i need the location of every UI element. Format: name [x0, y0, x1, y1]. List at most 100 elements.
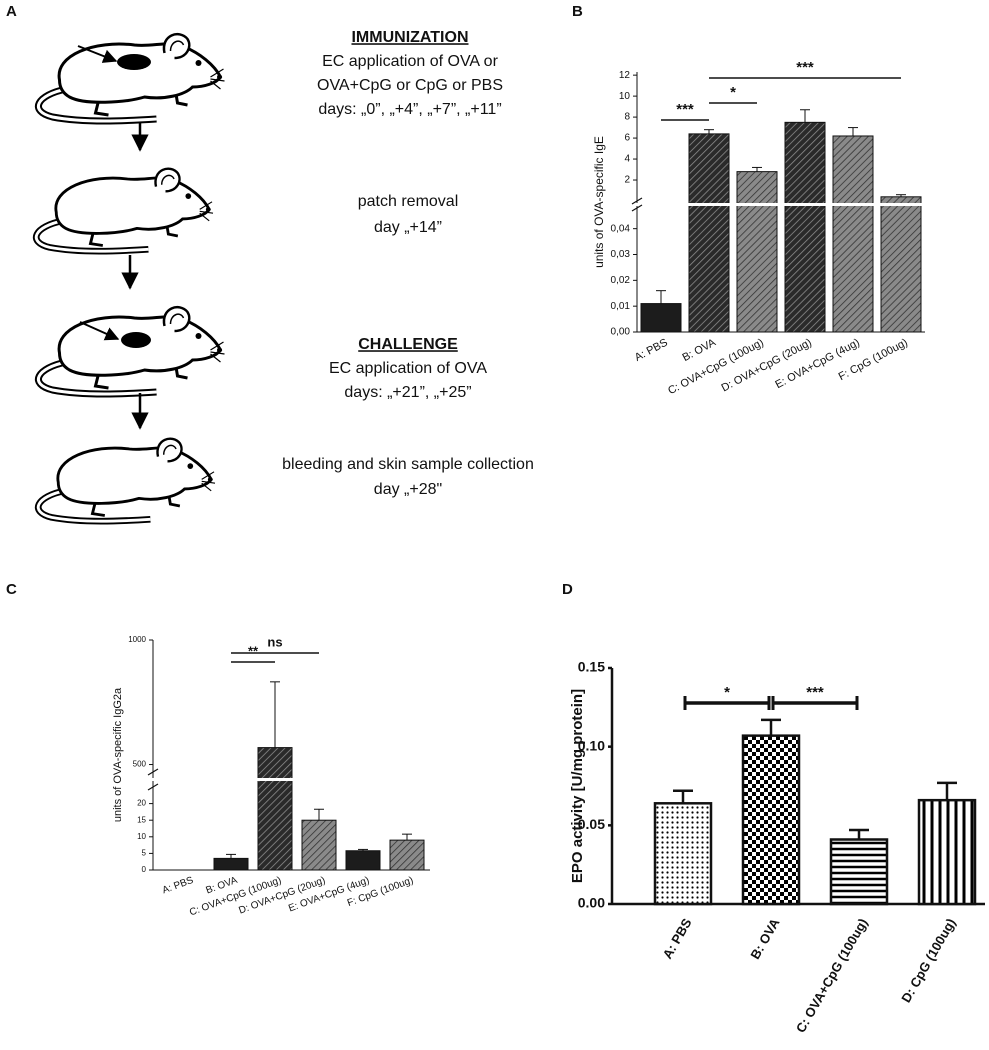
bar: [301, 819, 337, 871]
y-tick-label: 8: [624, 112, 630, 123]
x-tick-label: A: PBS: [161, 875, 195, 896]
step-line: patch removal: [358, 193, 459, 210]
panel-label: C: [6, 581, 17, 598]
significance-label: *: [724, 684, 730, 701]
bar: [688, 133, 730, 333]
error-bar: [848, 127, 858, 136]
step-line: days: „+21”, „+25”: [344, 384, 471, 401]
y-tick-label: 0.05: [578, 816, 605, 832]
x-tick-label: D: CpG (100ug): [898, 916, 958, 1005]
bar: [389, 839, 425, 871]
bar: [213, 857, 249, 871]
bar: [880, 196, 922, 333]
panel-label: A: [6, 3, 17, 20]
y-tick-label: 10: [137, 832, 146, 841]
x-tick-label: B: OVA: [747, 915, 783, 962]
bar: [257, 747, 293, 871]
error-bar: [849, 828, 869, 840]
x-tick-label: B: OVA: [680, 336, 718, 364]
step-line: day „+28": [374, 481, 442, 498]
bar: [784, 121, 826, 333]
bar: [736, 171, 778, 333]
application-spot: [117, 54, 151, 70]
significance-label: ***: [796, 59, 814, 76]
axis-break-mark: [631, 204, 643, 212]
y-axis-label: units of OVA-specific IgG2a: [112, 687, 124, 822]
bar: [345, 850, 381, 871]
mouse-illustration: [38, 307, 224, 394]
step-line: OVA+CpG or CpG or PBS: [317, 77, 503, 94]
y-tick-label: 0,02: [611, 275, 631, 286]
significance-label: ***: [806, 684, 824, 701]
step-line: EC application of OVA: [329, 360, 487, 377]
error-bar: [937, 781, 957, 801]
x-tick-label: C: OVA+CpG (100ug): [793, 916, 871, 1036]
y-tick-label: 12: [619, 70, 631, 81]
x-tick-label: E: OVA+CpG (4ug): [773, 337, 861, 392]
bar: [653, 802, 713, 906]
y-tick-label: 10: [619, 91, 631, 102]
axis-break: [147, 778, 430, 781]
bar: [917, 798, 977, 906]
axis-break-mark: [147, 783, 159, 791]
error-bar: [673, 789, 693, 804]
error-bar: [226, 853, 236, 859]
y-tick-label: 0.00: [578, 895, 605, 911]
mouse-illustration: [38, 439, 215, 521]
error-bar: [270, 681, 280, 748]
error-bar: [402, 833, 412, 841]
y-tick-label: 0: [142, 865, 147, 874]
significance-label: **: [248, 643, 259, 658]
y-tick-label: 0,03: [611, 249, 631, 260]
application-arrow: [79, 321, 120, 341]
panel-label: B: [572, 3, 583, 20]
y-axis-label: EPO activity [U/mg protein]: [569, 689, 586, 883]
error-bar: [752, 166, 762, 172]
significance-label: ***: [676, 101, 694, 118]
y-tick-label: 20: [137, 799, 146, 808]
step-line: days: „0”, „+4”, „+7”, „+11”: [318, 101, 501, 118]
y-tick-label: 6: [624, 133, 630, 144]
step-line: bleeding and skin sample collection: [282, 456, 534, 473]
step-line: EC application of OVA or: [322, 53, 498, 70]
mouse-illustration: [36, 169, 213, 251]
y-tick-label: 15: [137, 815, 146, 824]
step-line: day „+14”: [374, 219, 442, 236]
y-tick-label: 0.10: [578, 737, 605, 753]
bar: [832, 135, 874, 333]
x-tick-label: D: OVA+CpG (20ug): [720, 337, 814, 395]
error-bar: [800, 109, 810, 123]
y-tick-label: 4: [624, 154, 630, 165]
error-bar: [656, 290, 666, 304]
y-tick-label: 0,01: [611, 301, 631, 312]
x-tick-label: A: PBS: [660, 915, 695, 961]
x-tick-label: A: PBS: [633, 337, 670, 364]
y-tick-label: 0.15: [578, 659, 605, 675]
protocol-text: IMMUNIZATION EC application of OVA or OV…: [282, 29, 534, 498]
mouse-illustration: [38, 34, 224, 121]
error-bar: [358, 848, 368, 851]
error-bar: [761, 718, 781, 736]
bar: [829, 838, 889, 906]
error-bar: [896, 194, 906, 197]
y-tick-label: 1000: [128, 635, 146, 644]
y-tick-label: 5: [142, 849, 147, 858]
axis-break-mark: [631, 197, 643, 205]
bar: [741, 734, 801, 906]
y-tick-label: 0,00: [611, 327, 631, 338]
axis-break-mark: [147, 768, 159, 776]
y-tick-label: 500: [133, 760, 147, 769]
error-bar: [704, 129, 714, 134]
step-heading: CHALLENGE: [358, 336, 458, 353]
y-tick-label: 2: [624, 175, 630, 186]
application-arrow: [77, 45, 118, 63]
step-heading: IMMUNIZATION: [351, 29, 468, 46]
panel-label: D: [562, 581, 573, 598]
bar: [640, 303, 682, 333]
application-spot: [121, 332, 151, 348]
y-tick-label: 0,04: [611, 223, 631, 234]
significance-label: ns: [267, 634, 282, 649]
significance-label: *: [730, 84, 736, 101]
error-bar: [314, 808, 324, 821]
